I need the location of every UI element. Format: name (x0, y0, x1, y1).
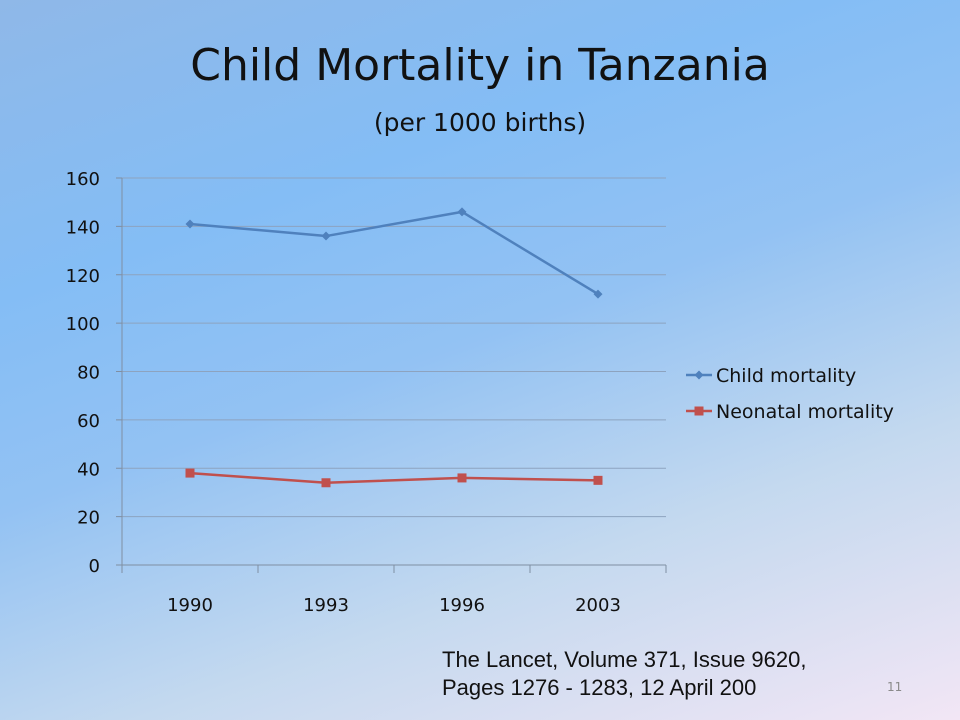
chart-axes: 0 20 40 60 80 100 120 140 160 1990 1993 1996 2003 (66, 169, 667, 616)
child-mortality-point-2003 (593, 289, 603, 299)
y-tick-label-80: 80 (77, 363, 100, 384)
child-mortality-line (188, 210, 600, 296)
source-citation: The Lancet, Volume 371, Issue 9620, Page… (442, 646, 806, 701)
y-tick-label-0: 0 (89, 556, 100, 577)
slide-subtitle: (per 1000 births) (373, 108, 587, 137)
source-citation-line-1: The Lancet, Volume 371, Issue 9620, (442, 647, 807, 672)
y-tick-label-160: 160 (66, 169, 100, 190)
neonatal-mortality-line (188, 471, 600, 485)
chart-gridlines (122, 177, 666, 518)
y-tick-label-20: 20 (77, 508, 100, 529)
child-mortality-legend-label: Child mortality (716, 365, 856, 387)
neonatal-mortality-point-1993 (321, 478, 331, 488)
source-citation-line-2: Pages 1276 - 1283, 12 April 200 (442, 674, 757, 700)
chart-legend: Child mortality Neonatal mortality (686, 365, 894, 423)
y-tick-label-140: 140 (66, 217, 100, 238)
neonatal-mortality-point-1996 (457, 473, 467, 483)
x-tick-label-1996: 1996 (439, 595, 485, 616)
y-tick-label-120: 120 (66, 266, 100, 287)
child-mortality-point-1990 (185, 219, 195, 229)
neonatal-mortality-legend-marker (694, 406, 704, 416)
page-number: 11 (887, 680, 903, 694)
child-mortality-legend-marker (694, 370, 704, 380)
slide-title: Child Mortality in Tanzania (190, 40, 770, 91)
y-tick-label-100: 100 (66, 314, 100, 335)
neonatal-mortality-legend-label: Neonatal mortality (716, 401, 894, 423)
y-tick-label-40: 40 (77, 459, 100, 480)
neonatal-mortality-point-2003 (593, 475, 603, 485)
child-mortality-point-1993 (321, 231, 331, 241)
x-tick-label-2003: 2003 (575, 595, 621, 616)
neonatal-mortality-point-1990 (185, 468, 195, 478)
chart-series (185, 207, 603, 488)
x-tick-label-1993: 1993 (303, 595, 349, 616)
x-tick-label-1990: 1990 (167, 595, 213, 616)
y-tick-label-60: 60 (77, 411, 100, 432)
child-mortality-point-1996 (457, 207, 467, 217)
